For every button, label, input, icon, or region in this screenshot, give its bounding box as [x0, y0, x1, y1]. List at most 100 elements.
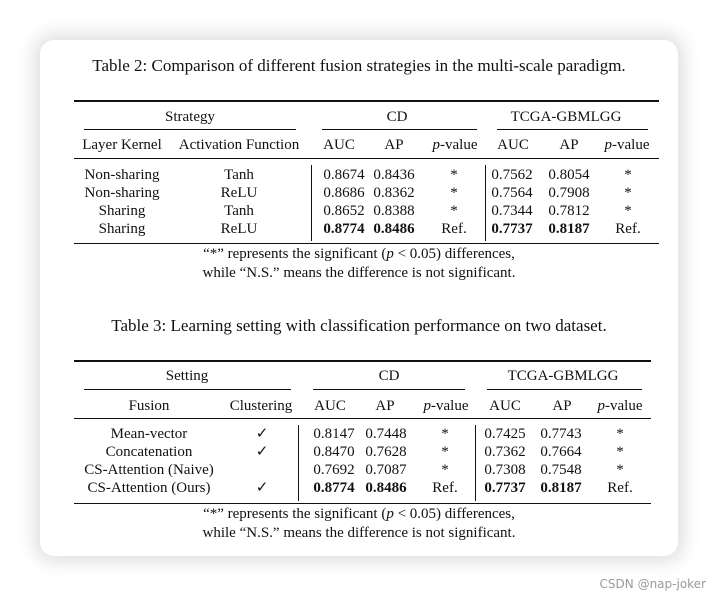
table3-group-setting: Setting [165, 368, 209, 384]
table2-cell-tc-auc: 0.7737 [491, 221, 533, 237]
table3-cmidrule-tcga [487, 389, 642, 390]
table2-cell-kernel: Non-sharing [84, 167, 160, 183]
table2-vline-cd [311, 165, 312, 241]
table2-cmidrule-strategy [84, 129, 296, 130]
table3-cell-tc-p: * [616, 426, 624, 442]
table2-cell-cd-auc: 0.8674 [323, 167, 365, 183]
table2-col-tcga-ap: AP [559, 137, 579, 153]
table2-col-cd-pvalue: p-value [432, 137, 478, 153]
table2-cell-tc-p: * [624, 185, 632, 201]
table3-cell-fusion: CS-Attention (Ours) [87, 480, 211, 496]
table3-col-fusion: Fusion [128, 398, 170, 414]
table3-cell-tc-p: * [616, 462, 624, 478]
table2-cell-tc-ap: 0.8054 [548, 167, 590, 183]
table3-cell-cd-ap: 0.7087 [365, 462, 407, 478]
table3-bottom-rule [74, 503, 651, 504]
table2-cell-tc-p: * [624, 167, 632, 183]
table2-cell-tc-p: * [624, 203, 632, 219]
table2-group-strategy: Strategy [165, 109, 215, 125]
table3-cell-fusion: CS-Attention (Naive) [84, 462, 214, 478]
table3-cell-tc-p: * [616, 444, 624, 460]
table3-cmidrule-cd [313, 389, 465, 390]
table2-col-cd-auc: AUC [323, 137, 355, 153]
table2-cmidrule-cd [322, 129, 477, 130]
table2-cell-activation: ReLU [220, 221, 258, 237]
table2-group-tcga: TCGA-GBMLGG [510, 109, 622, 125]
table3-col-cd-ap: AP [375, 398, 395, 414]
table3-mid-rule [74, 418, 651, 419]
table2-cmidrule-tcga [497, 129, 648, 130]
table2-cell-activation: Tanh [224, 167, 254, 183]
table3-cell-clustering: ✓ [255, 480, 269, 496]
watermark: CSDN @nap-joker [599, 577, 706, 591]
table3-col-clustering: Clustering [229, 398, 293, 414]
table3-cell-tc-ap: 0.7743 [540, 426, 582, 442]
table2-vline-tcga [485, 165, 486, 241]
table2-mid-rule [74, 158, 659, 159]
table2-cell-cd-p: * [450, 203, 458, 219]
table2-col-activation: Activation Function [178, 137, 300, 153]
table2-cell-activation: Tanh [224, 203, 254, 219]
table3-group-cd: CD [378, 368, 400, 384]
table2-note-line2: while “N.S.” means the difference is not… [202, 265, 516, 281]
table2-cell-cd-p: Ref. [441, 221, 467, 237]
table2-cell-tc-ap: 0.8187 [548, 221, 590, 237]
table3-cell-cd-p: Ref. [432, 480, 458, 496]
table3-cell-tc-ap: 0.7664 [540, 444, 582, 460]
table3-note-line2: while “N.S.” means the difference is not… [202, 525, 516, 541]
document-card [40, 40, 678, 556]
table2-cell-tc-ap: 0.7812 [548, 203, 590, 219]
table2-cell-kernel: Non-sharing [84, 185, 160, 201]
table2-cell-tc-auc: 0.7564 [491, 185, 533, 201]
table2-group-cd: CD [386, 109, 408, 125]
table3-cell-tc-ap: 0.8187 [540, 480, 582, 496]
table2-cell-tc-ap: 0.7908 [548, 185, 590, 201]
table2-cell-cd-ap: 0.8486 [373, 221, 415, 237]
table2-col-cd-ap: AP [384, 137, 404, 153]
table3-cell-cd-ap: 0.7628 [365, 444, 407, 460]
table3-col-tcga-auc: AUC [489, 398, 521, 414]
table2-col-layer-kernel: Layer Kernel [82, 137, 162, 153]
table3-cell-cd-auc: 0.7692 [313, 462, 355, 478]
table2-cell-tc-auc: 0.7344 [491, 203, 533, 219]
table2-cell-cd-auc: 0.8774 [323, 221, 365, 237]
table3-cell-cd-p: * [441, 444, 449, 460]
table3-col-cd-pvalue: p-value [423, 398, 469, 414]
table3-cell-cd-ap: 0.7448 [365, 426, 407, 442]
table3-cell-cd-p: * [441, 426, 449, 442]
table3-col-cd-auc: AUC [314, 398, 346, 414]
table2-note: “*” represents the significant (p < 0.05… [0, 245, 718, 283]
table2-cell-cd-auc: 0.8652 [323, 203, 365, 219]
table3-cell-tc-ap: 0.7548 [540, 462, 582, 478]
table2-top-rule [74, 100, 659, 102]
table3-cell-tc-auc: 0.7737 [484, 480, 526, 496]
table3-col-tcga-ap: AP [552, 398, 572, 414]
table3-cell-fusion: Mean-vector [110, 426, 188, 442]
table3-note: “*” represents the significant (p < 0.05… [0, 505, 718, 543]
table2-col-tcga-pvalue: p-value [604, 137, 650, 153]
table3-cell-tc-p: Ref. [607, 480, 633, 496]
table3-cell-cd-ap: 0.8486 [365, 480, 407, 496]
table2-cell-activation: ReLU [220, 185, 258, 201]
table3-cell-cd-auc: 0.8774 [313, 480, 355, 496]
table3-cmidrule-setting [84, 389, 291, 390]
table3-cell-clustering: ✓ [255, 426, 269, 442]
table3-col-tcga-pvalue: p-value [597, 398, 643, 414]
table2-note-line1: “*” represents the significant (p < 0.05… [203, 246, 515, 262]
table3-cell-clustering: ✓ [255, 444, 269, 460]
table2-cell-cd-p: * [450, 167, 458, 183]
table3-cell-tc-auc: 0.7362 [484, 444, 526, 460]
table3-cell-cd-auc: 0.8470 [313, 444, 355, 460]
table2-col-tcga-auc: AUC [497, 137, 529, 153]
table2-bottom-rule [74, 243, 659, 244]
table3-cell-fusion: Concatenation [105, 444, 193, 460]
table3-vline-tcga [475, 425, 476, 501]
table3-note-line1: “*” represents the significant (p < 0.05… [203, 506, 515, 522]
table2-caption: Table 2: Comparison of different fusion … [92, 56, 626, 75]
table2-cell-cd-auc: 0.8686 [323, 185, 365, 201]
table2-cell-cd-p: * [450, 185, 458, 201]
table3-cell-cd-auc: 0.8147 [313, 426, 355, 442]
table2-cell-kernel: Sharing [98, 203, 146, 219]
table2-cell-cd-ap: 0.8436 [373, 167, 415, 183]
table3-cell-tc-auc: 0.7308 [484, 462, 526, 478]
